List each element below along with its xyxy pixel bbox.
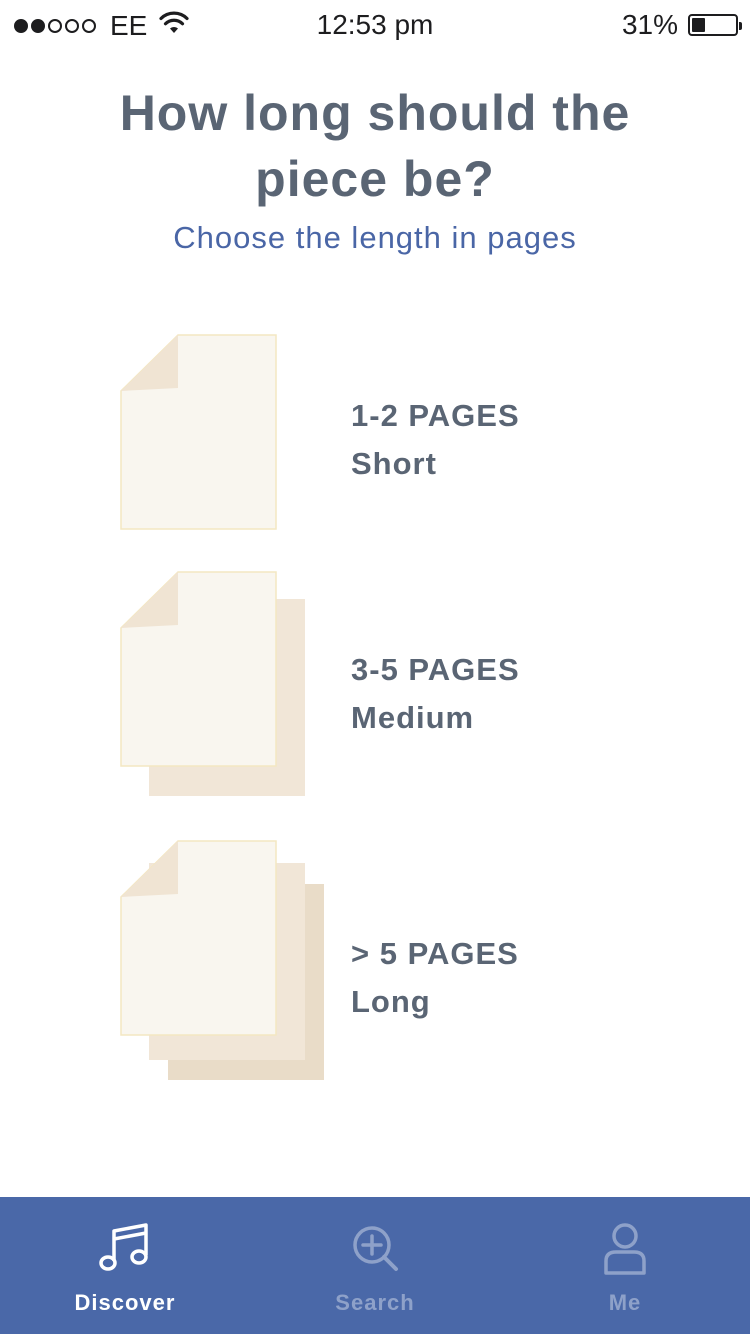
tab-bar: Discover Search Me [0,1197,750,1334]
single-page-icon [100,332,310,537]
signal-dot [14,19,28,33]
double-page-icon [100,569,320,804]
option-long[interactable]: > 5 PAGES Long [100,838,660,1083]
option-pages: > 5 PAGES [351,936,519,971]
option-label: Medium [351,700,475,735]
signal-strength-icon [14,19,96,33]
tab-label: Discover [74,1290,176,1315]
option-medium[interactable]: 3-5 PAGES Medium [100,569,660,799]
option-pages: 1-2 PAGES [351,398,520,433]
wifi-icon [159,10,189,42]
tab-discover[interactable]: Discover [0,1197,250,1334]
option-pages: 3-5 PAGES [351,652,520,687]
signal-dot [82,19,96,33]
option-label: Long [351,984,431,1019]
signal-dot [48,19,62,33]
signal-dot [65,19,79,33]
battery-icon [688,14,742,36]
tab-me[interactable]: Me [500,1197,750,1334]
status-time: 12:53 pm [316,9,434,40]
battery-cap [739,22,742,30]
person-icon [598,1221,652,1280]
page-subtitle: Choose the length in pages [173,220,577,255]
status-left: EE [14,10,189,42]
tab-label: Search [335,1290,415,1315]
tab-search[interactable]: Search [250,1197,500,1334]
status-bar: EE 12:53 pm 31% [0,0,750,50]
battery-fill [692,18,705,32]
battery-percent: 31% [621,9,678,40]
option-text: > 5 PAGES Long [351,930,519,1026]
triple-page-icon [100,838,330,1088]
status-right: 31% [621,9,742,41]
option-label: Short [351,446,437,481]
option-text: 3-5 PAGES Medium [351,646,520,742]
signal-dot [31,19,45,33]
music-note-icon [98,1221,152,1280]
tab-label: Me [608,1290,642,1315]
page-title: How long should the piece be? [119,85,631,207]
zoom-in-icon [348,1221,402,1280]
carrier-name: EE [110,10,148,41]
option-short[interactable]: 1-2 PAGES Short [100,332,660,532]
option-text: 1-2 PAGES Short [351,392,520,488]
